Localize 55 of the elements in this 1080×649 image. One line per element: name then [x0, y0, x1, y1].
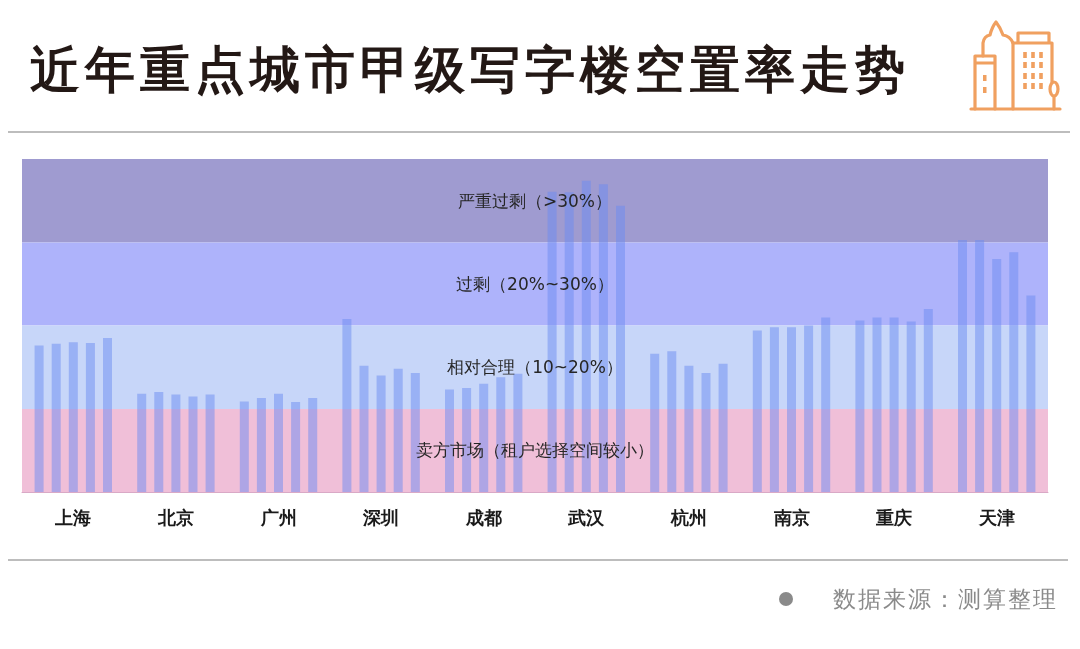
bar	[205, 394, 215, 492]
bar	[85, 342, 95, 492]
bar	[239, 401, 249, 492]
bar	[103, 337, 112, 492]
band-label: 严重过剩（>30%）	[457, 190, 613, 211]
bar	[650, 353, 660, 492]
bar	[51, 343, 61, 492]
bar	[804, 325, 814, 492]
bar	[769, 327, 779, 492]
bar	[1026, 295, 1036, 492]
x-tick-label: 深圳	[362, 506, 400, 528]
bar	[171, 394, 181, 492]
bar	[376, 375, 386, 492]
bar	[787, 327, 796, 492]
bar	[256, 398, 266, 492]
bar	[291, 402, 301, 492]
x-tick-label: 上海	[54, 506, 92, 528]
bar	[34, 345, 44, 492]
bar	[359, 365, 369, 492]
bar	[308, 398, 318, 492]
x-tick-label: 重庆	[875, 506, 913, 528]
bar	[906, 321, 916, 492]
bar	[992, 258, 1002, 492]
bar	[274, 393, 283, 492]
bar	[872, 317, 882, 492]
bar	[393, 368, 403, 492]
x-tick-label: 南京	[772, 506, 810, 528]
band-label: 卖方市场（租户选择空间较小）	[416, 440, 654, 461]
bar	[718, 363, 728, 492]
bar	[667, 351, 677, 492]
x-tick-label: 武汉	[567, 506, 606, 528]
source-note: 数据来源：测算整理	[833, 585, 1058, 614]
x-tick-label: 天津	[977, 506, 1015, 528]
bar	[154, 392, 164, 492]
bar	[923, 309, 933, 492]
bar	[958, 239, 967, 492]
bar	[68, 342, 78, 492]
x-tick-label: 北京	[156, 506, 194, 528]
bar	[1009, 252, 1019, 492]
bar	[188, 396, 198, 492]
bar	[701, 373, 711, 492]
bar	[821, 317, 831, 492]
bar	[889, 317, 899, 492]
x-tick-label: 杭州	[669, 506, 707, 528]
chart-title: 近年重点城市甲级写字楼空置率走势	[30, 41, 910, 99]
bar	[975, 239, 985, 492]
bar	[684, 365, 694, 492]
x-tick-label: 成都	[464, 506, 502, 528]
band-label: 过剩（20%~30%）	[456, 273, 614, 294]
bar	[137, 393, 147, 492]
bar	[752, 330, 762, 492]
band-label: 相对合理（10~20%）	[447, 357, 623, 378]
bar	[342, 318, 352, 492]
bar	[855, 320, 865, 492]
x-tick-label: 广州	[259, 506, 297, 528]
